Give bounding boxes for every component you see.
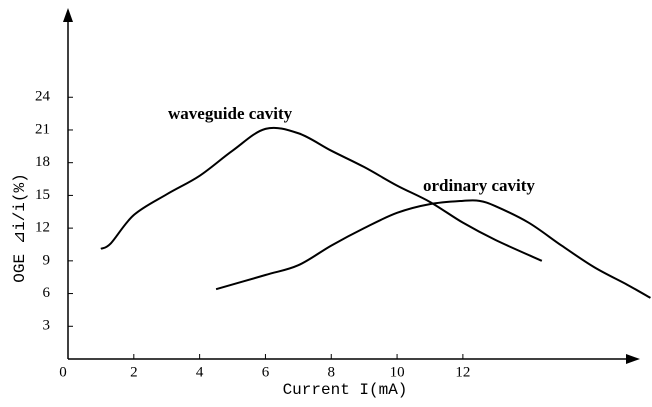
- y-tick-label: 9: [43, 252, 51, 268]
- y-tick-label: 12: [35, 220, 50, 236]
- x-axis-arrow: [626, 354, 640, 364]
- y-tick-label: 21: [35, 121, 50, 137]
- x-tick-label: 2: [130, 364, 138, 380]
- y-axis-arrow: [63, 8, 73, 22]
- x-tick-label: 6: [262, 364, 270, 380]
- x-tick-label: 4: [196, 364, 204, 380]
- annotation: ordinary cavity: [423, 176, 535, 195]
- x-tick-label: 10: [390, 364, 405, 380]
- x-tick-label: 12: [455, 364, 470, 380]
- line-series: [215, 199, 651, 299]
- y-axis-label: OGE ⊿i/i(%): [11, 173, 29, 282]
- x-axis-label: Current I(mA): [283, 381, 408, 399]
- x-tick-label: 8: [328, 364, 336, 380]
- y-tick-label: 18: [35, 154, 50, 170]
- y-tick-label: 6: [43, 285, 51, 301]
- y-tick-label: 3: [43, 318, 51, 334]
- y-tick-label: 24: [35, 89, 51, 105]
- x-tick-label: 0: [59, 364, 67, 380]
- line-series: [100, 126, 543, 262]
- y-tick-label: 15: [35, 187, 50, 203]
- annotation: waveguide cavity: [168, 104, 293, 123]
